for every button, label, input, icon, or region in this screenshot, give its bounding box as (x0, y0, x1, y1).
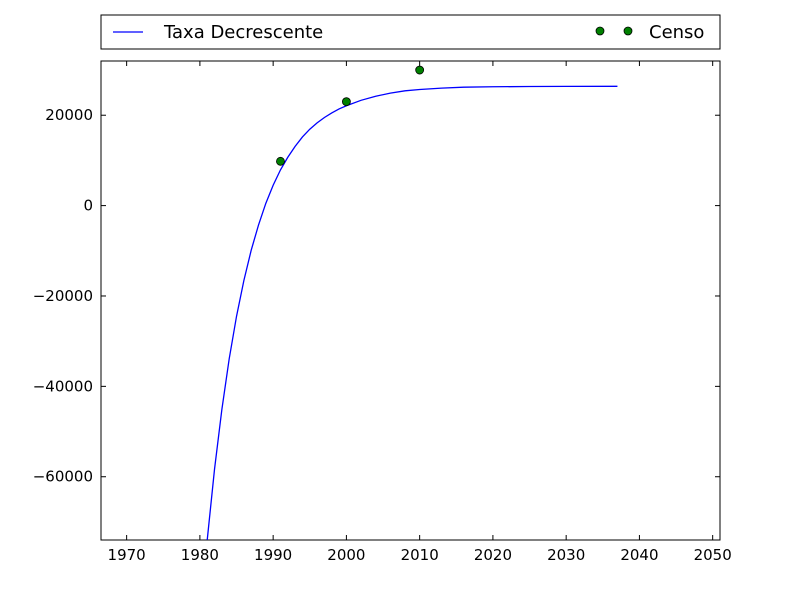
series-line-taxa-decrescente (206, 85, 618, 540)
y-tick-label: 20000 (45, 106, 93, 124)
legend: Taxa Decrescente Censo (100, 14, 721, 50)
x-axis: 1970 1980 1990 2000 2010 2020 2030 2040 2050 (108, 61, 732, 564)
x-tick-label: 1990 (254, 546, 292, 564)
y-tick-label: −60000 (33, 468, 93, 486)
x-tick-label: 1980 (181, 546, 219, 564)
x-tick-label: 2040 (620, 546, 658, 564)
x-tick-label: 2020 (474, 546, 512, 564)
data-point-censo (276, 156, 285, 166)
legend-label-taxa-decrescente: Taxa Decrescente (163, 22, 323, 43)
plot-area (206, 65, 618, 540)
x-tick-label: 1970 (108, 546, 146, 564)
legend-swatch-dot (595, 26, 605, 36)
axes-frame (100, 60, 721, 541)
x-tick-label: 2030 (547, 546, 585, 564)
legend-box (100, 14, 721, 50)
y-axis: −60000 −40000 −20000 0 20000 (33, 106, 720, 486)
data-point-censo (342, 97, 351, 107)
x-tick-label: 2010 (401, 546, 439, 564)
x-tick-label: 2000 (327, 546, 365, 564)
y-tick-label: −20000 (33, 287, 93, 305)
y-tick-label: 0 (83, 197, 93, 215)
y-tick-label: −40000 (33, 377, 93, 395)
legend-label-censo: Censo (649, 22, 704, 43)
legend-swatch-dot (623, 26, 633, 36)
data-point-censo (415, 65, 425, 75)
x-tick-label: 2050 (694, 546, 732, 564)
